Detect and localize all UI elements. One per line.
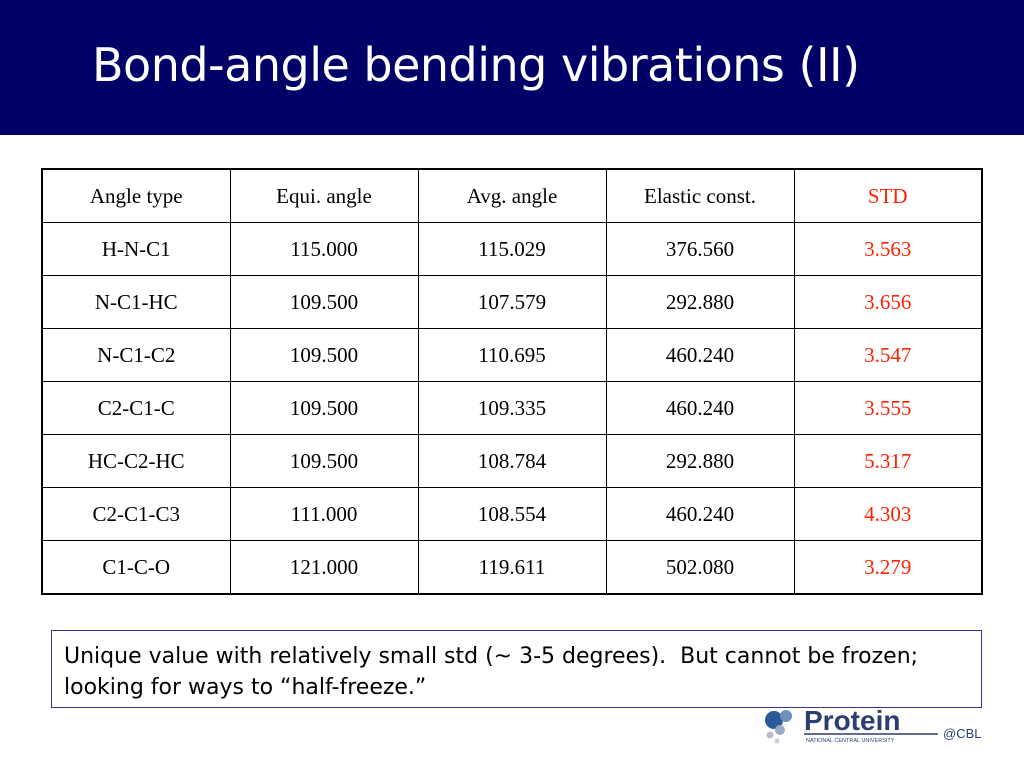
cell-std: 3.555 bbox=[793, 381, 983, 435]
cell-equi-angle: 115.000 bbox=[229, 222, 419, 276]
cell-equi-angle: 109.500 bbox=[229, 275, 419, 329]
header-std: STD bbox=[793, 168, 983, 223]
cell-angle-type: C2-C1-C3 bbox=[41, 487, 231, 541]
logo-suffix: @CBL bbox=[943, 726, 982, 741]
cell-std: 3.279 bbox=[793, 540, 983, 595]
cell-angle-type: C1-C-O bbox=[41, 540, 231, 595]
cell-std: 3.547 bbox=[793, 328, 983, 382]
table-row: C1-C-O 121.000 119.611 502.080 3.279 bbox=[41, 540, 983, 595]
cell-avg-angle: 107.579 bbox=[417, 275, 607, 329]
header-elastic-const: Elastic const. bbox=[605, 168, 795, 223]
cell-angle-type: C2-C1-C bbox=[41, 381, 231, 435]
angle-table: Angle type Equi. angle Avg. angle Elasti… bbox=[41, 168, 983, 595]
cell-angle-type: HC-C2-HC bbox=[41, 434, 231, 488]
cell-std: 5.317 bbox=[793, 434, 983, 488]
cell-elastic-const: 460.240 bbox=[605, 487, 795, 541]
title-bar: Bond-angle bending vibrations (II) bbox=[0, 0, 1024, 135]
cell-angle-type: H-N-C1 bbox=[41, 222, 231, 276]
cell-equi-angle: 111.000 bbox=[229, 487, 419, 541]
cell-std: 3.656 bbox=[793, 275, 983, 329]
cell-angle-type: N-C1-C2 bbox=[41, 328, 231, 382]
cell-elastic-const: 376.560 bbox=[605, 222, 795, 276]
cell-elastic-const: 460.240 bbox=[605, 328, 795, 382]
header-angle-type: Angle type bbox=[41, 168, 231, 223]
cell-angle-type: N-C1-HC bbox=[41, 275, 231, 329]
logo-subtitle: NATIONAL CENTRAL UNIVERSITY bbox=[806, 738, 895, 744]
table-row: H-N-C1 115.000 115.029 376.560 3.563 bbox=[41, 222, 983, 276]
cell-equi-angle: 121.000 bbox=[229, 540, 419, 595]
slide-title: Bond-angle bending vibrations (II) bbox=[92, 38, 860, 92]
cell-equi-angle: 109.500 bbox=[229, 434, 419, 488]
cell-avg-angle: 115.029 bbox=[417, 222, 607, 276]
cell-avg-angle: 109.335 bbox=[417, 381, 607, 435]
cell-elastic-const: 292.880 bbox=[605, 275, 795, 329]
cell-elastic-const: 292.880 bbox=[605, 434, 795, 488]
protein-cbl-logo: Protein @CBL NATIONAL CENTRAL UNIVERSITY bbox=[765, 706, 982, 744]
cell-equi-angle: 109.500 bbox=[229, 381, 419, 435]
table-row: HC-C2-HC 109.500 108.784 292.880 5.317 bbox=[41, 434, 983, 488]
cell-avg-angle: 108.784 bbox=[417, 434, 607, 488]
table-header-row: Angle type Equi. angle Avg. angle Elasti… bbox=[41, 168, 983, 223]
cell-equi-angle: 109.500 bbox=[229, 328, 419, 382]
cell-elastic-const: 460.240 bbox=[605, 381, 795, 435]
logo-name: Protein bbox=[804, 706, 900, 736]
table-row: N-C1-HC 109.500 107.579 292.880 3.656 bbox=[41, 275, 983, 329]
cell-avg-angle: 119.611 bbox=[417, 540, 607, 595]
header-avg-angle: Avg. angle bbox=[417, 168, 607, 223]
header-equi-angle: Equi. angle bbox=[229, 168, 419, 223]
note-box: Unique value with relatively small std (… bbox=[51, 630, 982, 708]
cell-elastic-const: 502.080 bbox=[605, 540, 795, 595]
cell-std: 4.303 bbox=[793, 487, 983, 541]
cell-avg-angle: 108.554 bbox=[417, 487, 607, 541]
cell-avg-angle: 110.695 bbox=[417, 328, 607, 382]
table-row: C2-C1-C3 111.000 108.554 460.240 4.303 bbox=[41, 487, 983, 541]
molecule-icon bbox=[765, 710, 792, 744]
table-row: N-C1-C2 109.500 110.695 460.240 3.547 bbox=[41, 328, 983, 382]
cell-std: 3.563 bbox=[793, 222, 983, 276]
table-row: C2-C1-C 109.500 109.335 460.240 3.555 bbox=[41, 381, 983, 435]
